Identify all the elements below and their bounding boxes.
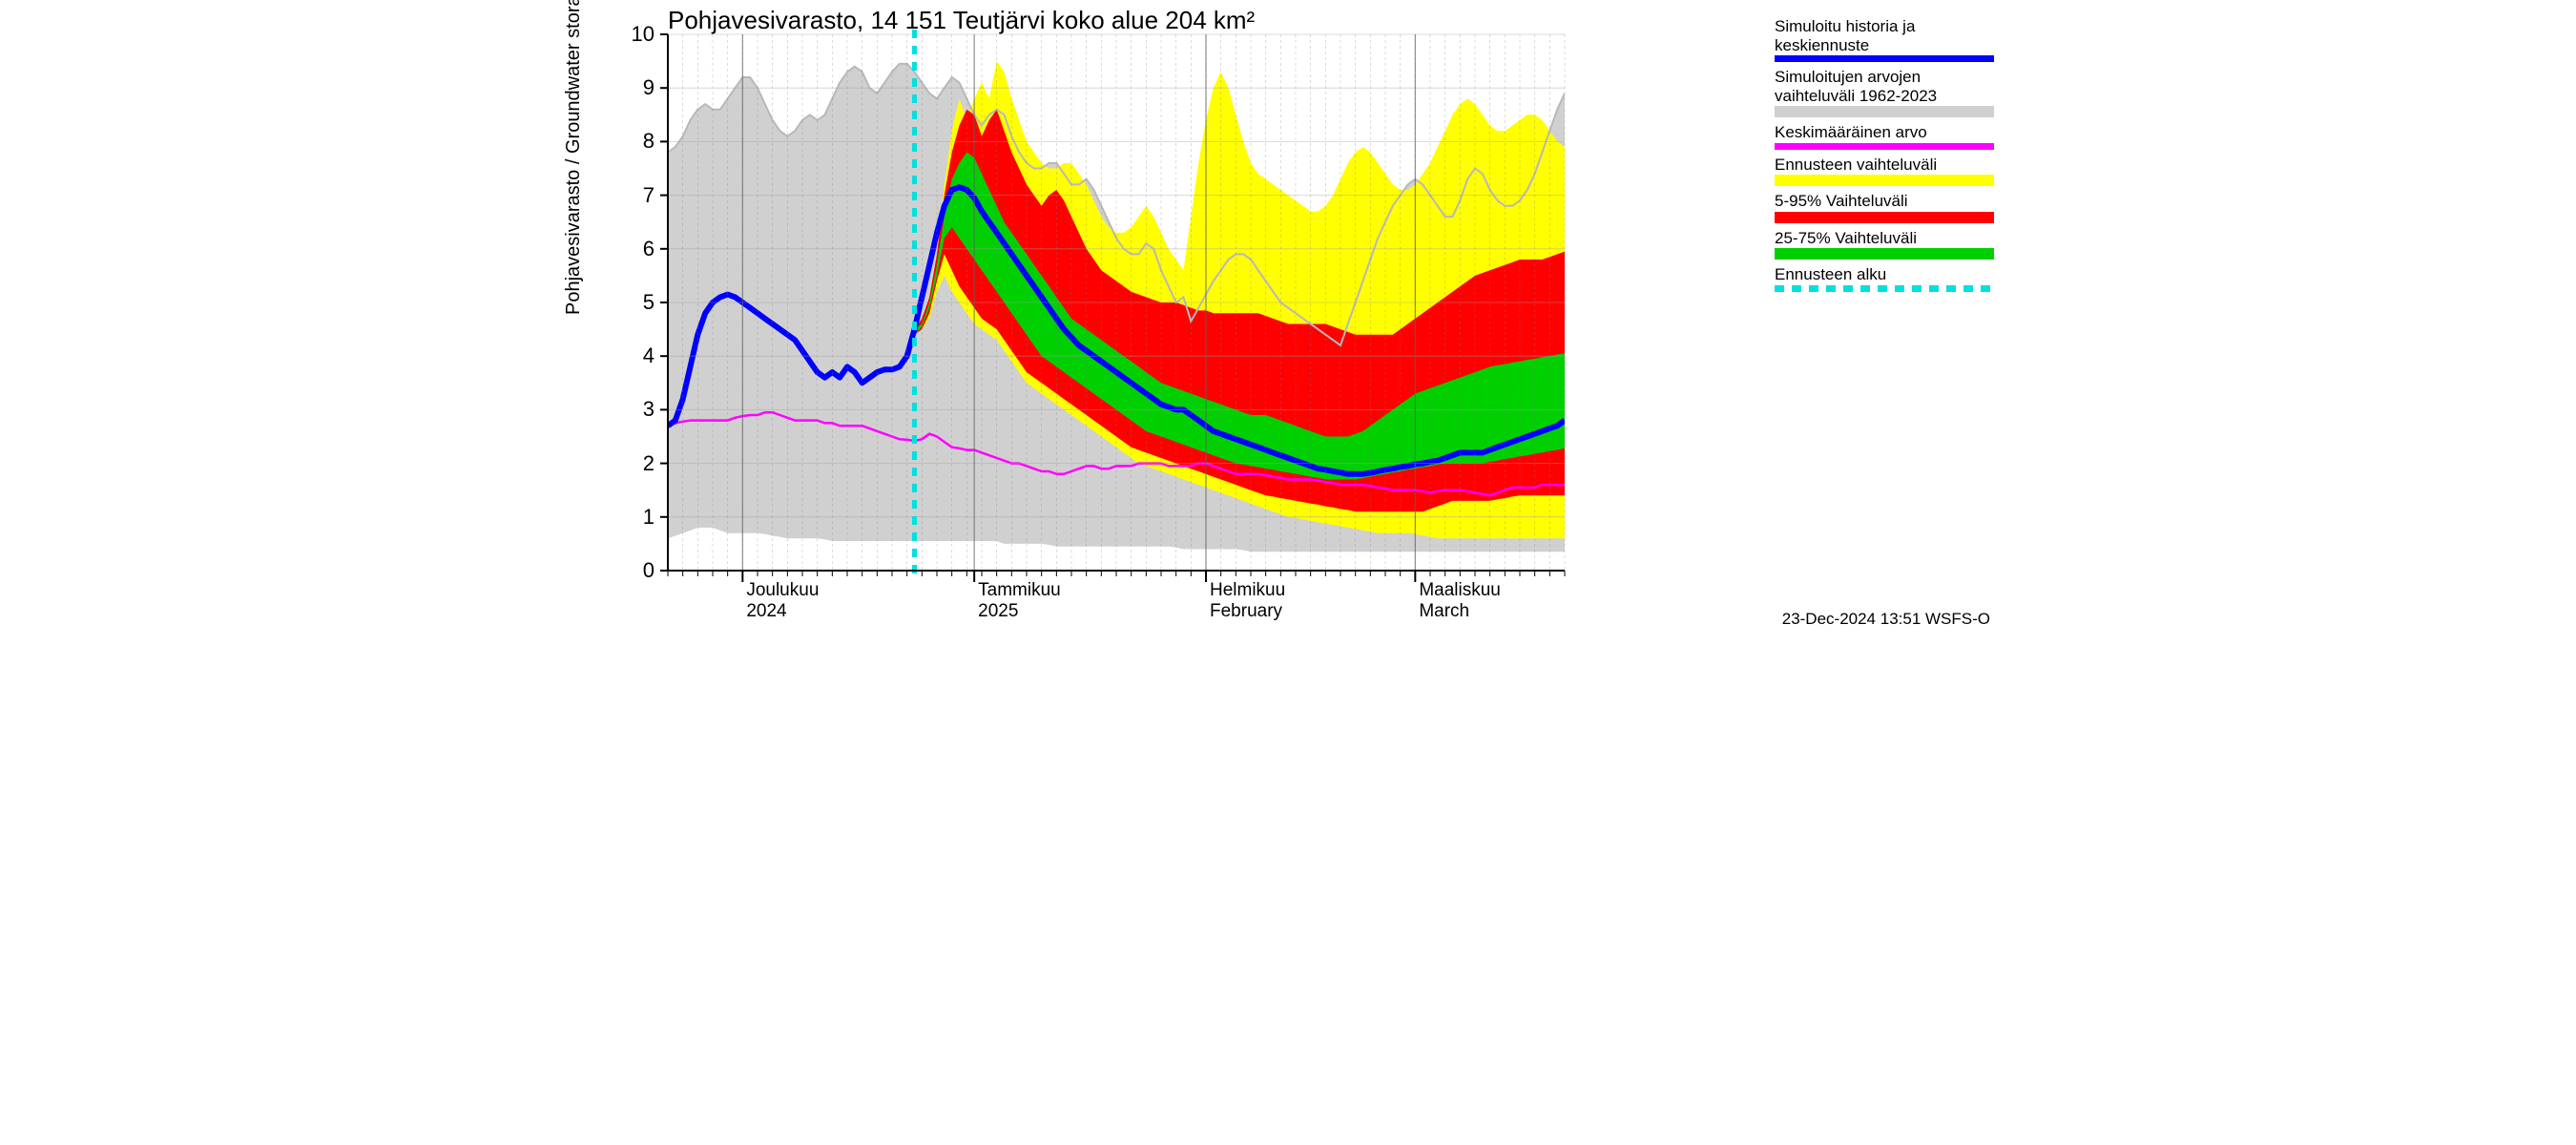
y-tick-label: 5: [616, 290, 654, 315]
legend-item: Simuloitu historia ja keskiennuste: [1775, 17, 1994, 62]
x-month-label: MaaliskuuMarch: [1419, 580, 1501, 622]
legend-item: Ennusteen alku: [1775, 265, 1994, 292]
y-tick-label: 8: [616, 129, 654, 154]
y-tick-label: 6: [616, 237, 654, 261]
legend-item: 5-95% Vaihteluväli: [1775, 192, 1994, 223]
legend-label: Ennusteen vaihteluväli: [1775, 156, 1994, 175]
legend-label: Keskimääräinen arvo: [1775, 123, 1994, 142]
legend-item: Simuloitujen arvojen vaihteluväli 1962-2…: [1775, 68, 1994, 117]
legend-label: Ennusteen alku: [1775, 265, 1994, 284]
x-month-label: HelmikuuFebruary: [1210, 580, 1285, 622]
legend-swatch: [1775, 143, 1994, 150]
legend-label: 5-95% Vaihteluväli: [1775, 192, 1994, 211]
legend-swatch: [1775, 106, 1994, 117]
y-tick-label: 3: [616, 397, 654, 422]
legend-swatch: [1775, 175, 1994, 186]
legend-item: 25-75% Vaihteluväli: [1775, 229, 1994, 260]
chart-title: Pohjavesivarasto, 14 151 Teutjärvi koko …: [668, 6, 1255, 35]
legend-item: Keskimääräinen arvo: [1775, 123, 1994, 150]
legend: Simuloitu historia ja keskiennuste Simulo…: [1775, 17, 1994, 298]
legend-label: 25-75% Vaihteluväli: [1775, 229, 1994, 248]
legend-label: Simuloitu historia ja keskiennuste: [1775, 17, 1994, 54]
footer-timestamp: 23-Dec-2024 13:51 WSFS-O: [1782, 610, 1990, 629]
y-tick-label: 9: [616, 75, 654, 100]
legend-swatch: [1775, 55, 1994, 62]
y-axis-label: Pohjavesivarasto / Groundwater storage m…: [563, 0, 585, 315]
x-month-label: Joulukuu2024: [746, 580, 819, 622]
y-tick-label: 0: [616, 558, 654, 583]
legend-swatch: [1775, 285, 1994, 292]
y-tick-label: 2: [616, 451, 654, 476]
y-tick-label: 10: [616, 22, 654, 47]
y-tick-label: 1: [616, 505, 654, 530]
legend-swatch: [1775, 248, 1994, 260]
y-tick-label: 7: [616, 183, 654, 208]
x-month-label: Tammikuu2025: [978, 580, 1061, 622]
legend-swatch: [1775, 212, 1994, 223]
y-tick-label: 4: [616, 344, 654, 368]
legend-label: Simuloitujen arvojen vaihteluväli 1962-2…: [1775, 68, 1994, 105]
legend-item: Ennusteen vaihteluväli: [1775, 156, 1994, 187]
